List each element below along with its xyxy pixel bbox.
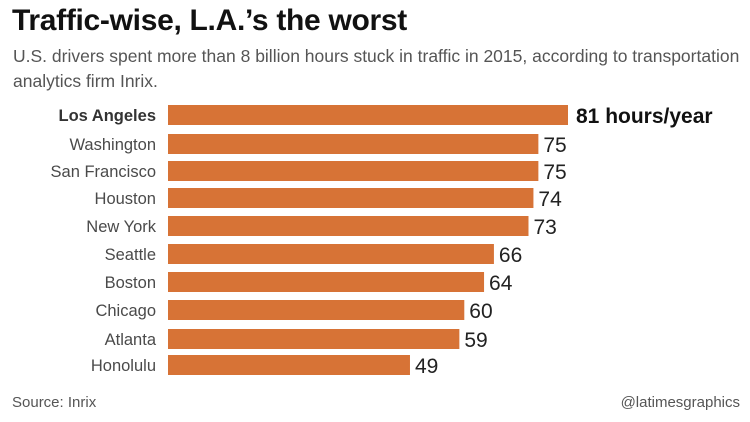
bar [168,244,494,264]
category-label: Houston [95,190,156,208]
category-label: Chicago [95,302,156,320]
value-label: 49 [415,355,438,378]
bar [168,161,539,181]
source-note: Source: Inrix [12,394,97,411]
bar [168,105,568,125]
category-label: Seattle [105,246,156,264]
bar [168,134,539,154]
category-label: Los Angeles [59,107,157,125]
value-label: 75 [543,161,566,184]
value-label: 59 [464,329,487,352]
category-label: Atlanta [105,331,157,349]
bar [168,329,460,349]
bar [168,188,534,208]
bar [168,355,410,375]
credit-handle: @latimesgraphics [620,394,740,411]
value-label: 66 [499,244,522,267]
bar [168,300,465,320]
value-label: 75 [543,134,566,157]
chart-title: Traffic-wise, L.A.’s the worst [12,4,407,37]
category-label: San Francisco [51,163,156,181]
value-label: 64 [489,272,513,295]
value-label: 74 [538,188,562,211]
category-label: Washington [69,136,156,154]
bar [168,272,485,292]
category-label: Honolulu [91,357,156,375]
chart-subtitle: U.S. drivers spent more than 8 billion h… [13,46,740,91]
value-label: 73 [533,216,556,239]
category-label: New York [86,218,156,236]
value-label: 60 [469,300,492,323]
category-label: Boston [105,274,156,292]
bar [168,216,529,236]
value-label: 81 hours/year [576,105,713,128]
